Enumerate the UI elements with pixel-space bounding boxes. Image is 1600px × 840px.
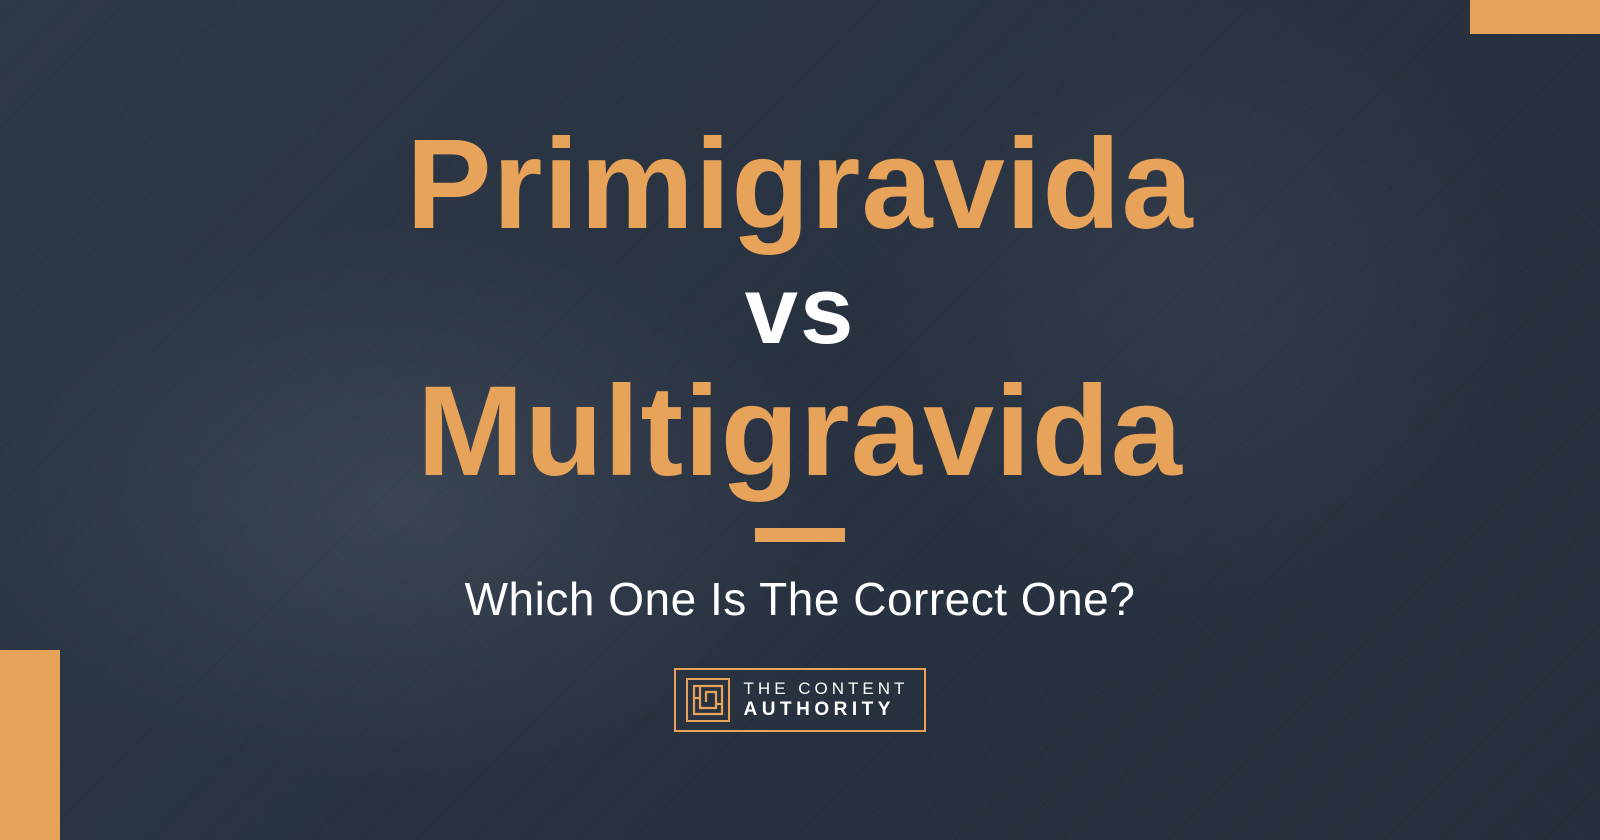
subtitle-text: Which One Is The Correct One? (465, 572, 1136, 626)
title-word-1: Primigravida (406, 118, 1193, 252)
logo-block: THE CONTENT AUTHORITY (674, 668, 927, 732)
title-word-2: Multigravida (417, 365, 1183, 499)
maze-icon (692, 684, 724, 716)
logo-line-1: THE CONTENT (744, 679, 909, 699)
title-vs: vs (745, 261, 856, 362)
content-container: Primigravida vs Multigravida Which One I… (0, 0, 1600, 840)
logo-mark-icon (686, 678, 730, 722)
logo-text: THE CONTENT AUTHORITY (744, 679, 909, 720)
logo-line-2: AUTHORITY (744, 699, 895, 721)
title-underline (755, 528, 845, 542)
